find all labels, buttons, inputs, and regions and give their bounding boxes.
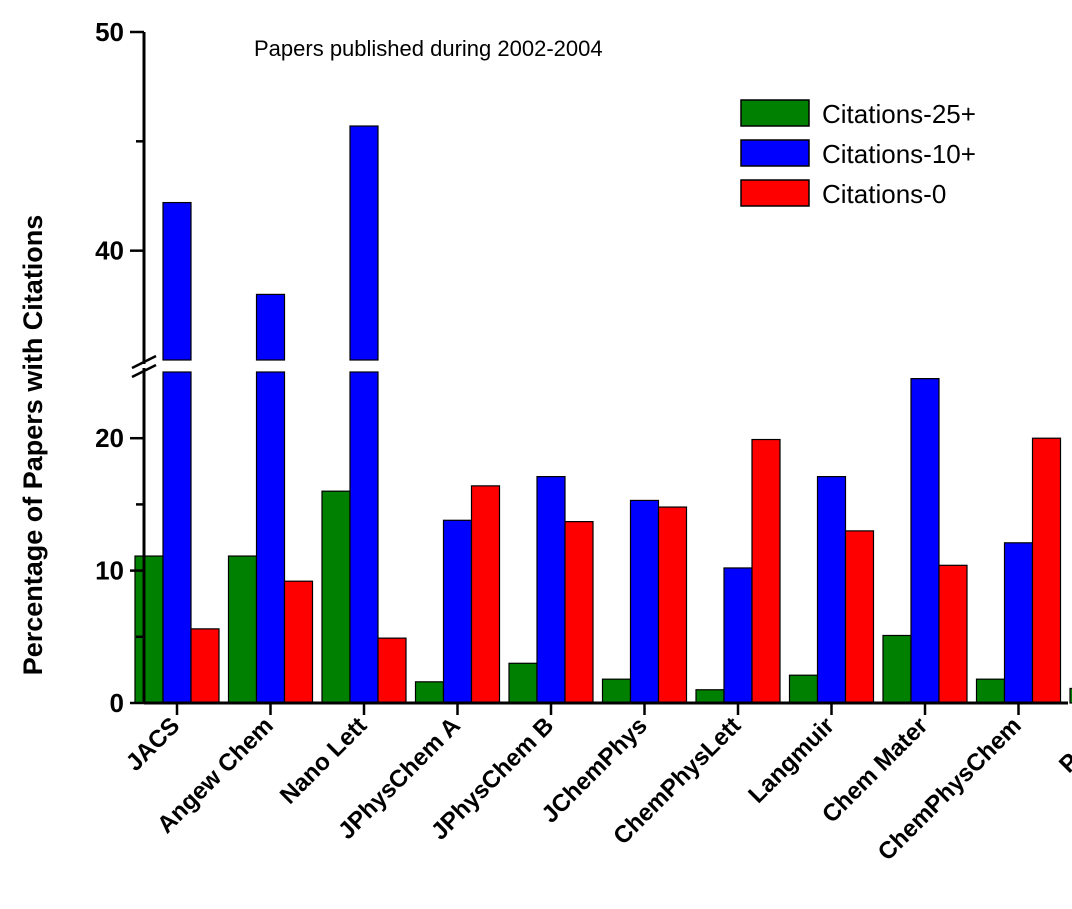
bar-chemphyschem-citations-10- [1003, 542, 1034, 704]
y-tick-label: 0 [110, 688, 124, 718]
y-tick-label: 40 [95, 236, 124, 266]
legend-swatch [740, 179, 810, 207]
bar-langmuir-citations-25- [788, 674, 819, 704]
bar-jacs-citations-0 [190, 628, 220, 704]
bar-chem-mater-citations-25- [882, 634, 912, 704]
bar-nano-lett-citations-25- [321, 490, 351, 704]
bar-jacs-citations-10--upper [162, 201, 192, 361]
y-tick-labels: 0 10 20 40 50 [95, 17, 124, 718]
bar-langmuir-citations-10- [816, 475, 847, 704]
x-tick-label: PCCP [1054, 712, 1072, 778]
bar-chem-mater-citations-0 [938, 564, 968, 704]
bar-jphyschem-a-citations-25- [414, 681, 445, 704]
bar-jacs-citations-25- [134, 555, 164, 704]
bar-angew-chem-citations-10--lower [255, 371, 286, 704]
bar-chemphyslett-citations-10- [723, 567, 753, 704]
legend-label: Citations-0 [822, 179, 946, 209]
y-tick-label: 50 [95, 17, 124, 47]
x-tick-label: JACS [121, 712, 185, 776]
bar-jchemphys-citations-10- [629, 499, 660, 704]
bar-jphyschem-a-citations-10- [442, 519, 473, 704]
x-tick-label: Nano Lett [275, 712, 372, 809]
bar-jchemphys-citations-0 [657, 506, 688, 704]
axis-break-mark [131, 354, 157, 370]
bar-jacs-citations-10--lower [162, 371, 192, 704]
bar-chemphyschem-citations-0 [1031, 437, 1062, 704]
bar-chemphyslett-citations-0 [751, 438, 781, 704]
legend-label: Citations-25+ [822, 99, 976, 129]
legend: Citations-25+ Citations-10+ Citations-0 [740, 99, 976, 209]
bar-angew-chem-citations-25- [227, 555, 258, 704]
y-axis-label: Percentage of Papers with Citations [18, 215, 48, 676]
bar-nano-lett-citations-10--upper [349, 125, 379, 361]
bar-jchemphys-citations-25- [601, 678, 632, 704]
chart-annotation: Papers published during 2002-2004 [254, 36, 603, 61]
bar-langmuir-citations-0 [844, 530, 875, 704]
bar-nano-lett-citations-10--lower [349, 371, 379, 704]
bar-jphyschem-a-citations-0 [470, 485, 501, 704]
bars-layer [134, 125, 1072, 704]
x-tick-label: Langmuir [743, 712, 839, 808]
bar-jphyschem-b-citations-0 [564, 521, 594, 704]
bar-chem-mater-citations-10- [910, 378, 940, 704]
y-tick-label: 20 [95, 423, 124, 453]
bar-nano-lett-citations-0 [377, 637, 407, 704]
bar-chemphyschem-citations-25- [975, 678, 1006, 704]
bar-jphyschem-b-citations-25- [508, 662, 538, 704]
bar-angew-chem-citations-0 [283, 580, 314, 704]
legend-swatch [740, 99, 810, 127]
y-tick-label: 10 [95, 556, 124, 586]
axes-layer [130, 30, 1068, 715]
bar-pccp-citations-25- [1069, 687, 1072, 704]
bar-chemphyslett-citations-25- [695, 689, 725, 704]
legend-swatch [740, 139, 810, 167]
bar-angew-chem-citations-10--upper [255, 293, 286, 361]
axis-break-mark [131, 363, 157, 379]
bar-jphyschem-b-citations-10- [536, 475, 566, 704]
legend-label: Citations-10+ [822, 139, 976, 169]
